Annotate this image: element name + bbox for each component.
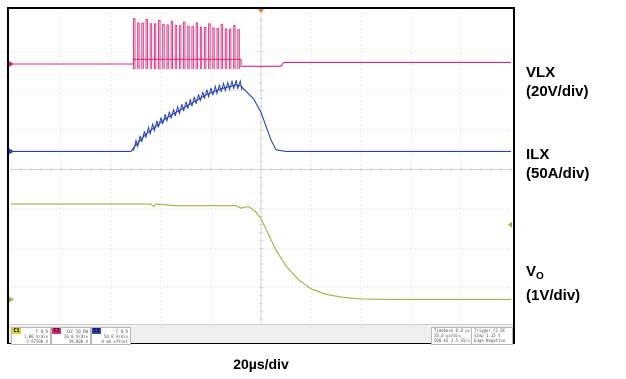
vo-label: VO (1V/div) — [526, 262, 580, 305]
ilx-label: ILX (50A/div) — [526, 145, 589, 183]
vlx-switching-pulses — [133, 18, 240, 70]
timebase-descriptor-line: 20.0 µs/div — [434, 333, 461, 338]
trigger-level-marker — [508, 221, 512, 228]
channel-marker — [9, 296, 14, 303]
trigger-descriptor-line: Edge Negative — [474, 338, 506, 343]
vo-name-sub: O — [536, 271, 544, 282]
channel-2-descriptor[interactable]: C2 XLF 20 BW 20.0 V/div 39.800 V — [51, 327, 91, 345]
channel-markers — [9, 9, 512, 303]
timebase-descriptor-line: Timebase 0.0 µs — [434, 328, 471, 333]
trigger-descriptor-line: Trigger C1 DC — [474, 328, 506, 333]
ilx-scale: (50A/div) — [526, 165, 590, 182]
channel-setting-line: F B D — [35, 329, 48, 334]
channel-setting-line: 0 mA offset — [101, 339, 129, 344]
ilx-name: ILX — [526, 146, 550, 163]
vo-trace — [11, 203, 511, 300]
channel-setting-line: F B D — [115, 329, 128, 334]
channel-settings: F B D 50.0 A/div 0 mA offset — [102, 329, 129, 344]
channel-settings: F B D 1.00 V/div 2.97500 V — [24, 329, 48, 344]
channel-marker — [9, 60, 14, 67]
vo-scale: (1V/div) — [526, 287, 581, 304]
vlx-trace — [11, 58, 135, 65]
channel-marker — [9, 148, 14, 155]
vo-name-main: V — [526, 263, 537, 280]
channel-setting-line: 39.800 V — [68, 339, 88, 344]
trigger-descriptor-line: Stop 1.15 V — [474, 333, 501, 338]
vlx-label: VLX (20V/div) — [526, 63, 589, 101]
channel-setting-line: XLF 20 BW — [66, 329, 88, 334]
graticule — [10, 11, 512, 328]
status-bar: C1 F B D 1.00 V/div 2.97500 V C2 XLF 20 BW 20.… — [9, 324, 513, 345]
vlx-name: VLX — [526, 64, 556, 81]
scope-plot — [9, 9, 512, 328]
channel-setting-line: 50.0 A/div — [103, 334, 128, 339]
channel-setting-line: 2.97500 V — [26, 339, 48, 344]
trigger-descriptor[interactable]: Trigger C1 DC Stop 1.15 V Edge Negative — [471, 327, 513, 345]
channel-tag: C1 — [12, 328, 21, 334]
timebase-descriptor-line: 500 kS 2.5 GS/s — [434, 338, 471, 343]
ilx-ripple — [133, 79, 243, 152]
channel-3-descriptor[interactable]: C3 F B D 50.0 A/div 0 mA offset — [91, 327, 131, 345]
traces — [11, 18, 511, 300]
vlx-scale: (20V/div) — [526, 83, 589, 100]
timebase-descriptor[interactable]: Timebase 0.0 µs 20.0 µs/div 500 kS 2.5 GS/… — [431, 327, 473, 345]
scope-display: C1 F B D 1.00 V/div 2.97500 V C2 XLF 20 BW 20.… — [7, 7, 515, 345]
channel-setting-line: 1.00 V/div — [23, 334, 48, 339]
channel-tag: C2 — [52, 328, 61, 334]
vo-name: VO — [526, 262, 580, 286]
channel-tag: C3 — [92, 328, 101, 334]
vlx-trace — [133, 58, 511, 67]
channel-settings: XLF 20 BW 20.0 V/div 39.800 V — [64, 329, 88, 344]
trigger-position-marker — [258, 9, 264, 13]
channel-1-descriptor[interactable]: C1 F B D 1.00 V/div 2.97500 V — [11, 327, 51, 345]
x-axis-label: 20µs/div — [233, 356, 289, 372]
channel-setting-line: 20.0 V/div — [63, 334, 88, 339]
